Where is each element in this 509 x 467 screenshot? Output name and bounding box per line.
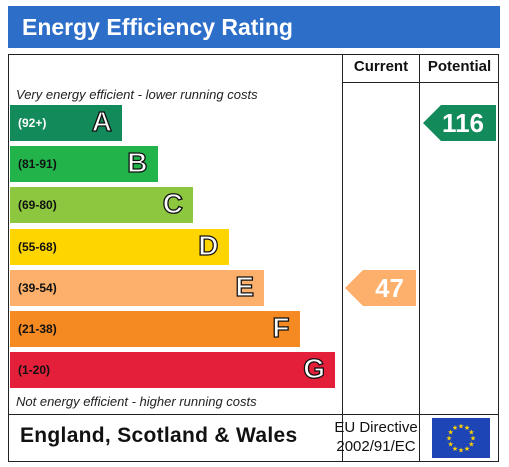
rating-band-g: (1-20) G bbox=[10, 352, 335, 389]
svg-text:★: ★ bbox=[452, 445, 458, 453]
column-header-potential: Potential bbox=[427, 58, 492, 75]
bottom-caption: Not energy efficient - higher running co… bbox=[16, 394, 257, 409]
band-range-label: (55-68) bbox=[18, 239, 57, 254]
rating-band-c: (69-80) C bbox=[10, 187, 193, 224]
svg-text:★: ★ bbox=[464, 424, 470, 432]
band-letter: F bbox=[272, 311, 290, 343]
current-rating-value: 47 bbox=[375, 272, 404, 303]
band-range-label: (21-38) bbox=[18, 322, 57, 336]
directive-line-2: 2002/91/EC bbox=[336, 438, 416, 455]
title-bar: Energy Efficiency Rating bbox=[8, 6, 500, 48]
band-range-label: (69-80) bbox=[18, 198, 57, 213]
top-caption: Very energy efficient - lower running co… bbox=[16, 87, 258, 102]
svg-text:★: ★ bbox=[468, 429, 474, 437]
svg-text:★: ★ bbox=[464, 445, 470, 453]
band-letter: E bbox=[235, 270, 255, 302]
band-letter: B bbox=[127, 147, 149, 179]
rating-frame bbox=[8, 54, 499, 462]
band-letter: A bbox=[91, 105, 113, 137]
band-range-label: (81-91) bbox=[18, 157, 57, 172]
eu-flag-icon: ★ ★ ★ ★ ★ ★ ★ ★ ★ ★ ★ ★ bbox=[432, 418, 490, 458]
svg-text:★: ★ bbox=[458, 447, 464, 455]
svg-text:★: ★ bbox=[458, 423, 464, 431]
band-letter: D bbox=[198, 229, 220, 261]
svg-text:★: ★ bbox=[447, 441, 453, 449]
svg-text:★: ★ bbox=[447, 429, 453, 437]
footer-divider bbox=[8, 414, 499, 415]
band-letter: C bbox=[162, 188, 184, 220]
directive-line-1: EU Directive bbox=[334, 419, 418, 436]
column-header-current: Current bbox=[353, 58, 409, 75]
svg-text:★: ★ bbox=[470, 435, 476, 443]
svg-text:★: ★ bbox=[446, 435, 452, 443]
current-rating-arrow: 47 bbox=[345, 269, 416, 306]
rating-band-b: (81-91) B bbox=[10, 146, 158, 183]
rating-band-f: (21-38) F bbox=[10, 311, 300, 347]
band-letter: G bbox=[303, 353, 326, 385]
rating-band-d: (55-68) D bbox=[10, 228, 229, 265]
potential-rating-arrow: 116 bbox=[423, 105, 496, 141]
header-divider bbox=[342, 82, 499, 83]
region-label: England, Scotland & Wales bbox=[20, 424, 298, 447]
divider-current bbox=[342, 54, 343, 462]
rating-band-e: (39-54) E bbox=[10, 269, 264, 306]
svg-text:★: ★ bbox=[452, 424, 458, 432]
band-range-label: (39-54) bbox=[18, 280, 57, 295]
divider-potential bbox=[419, 54, 420, 462]
potential-rating-value: 116 bbox=[442, 108, 484, 138]
rating-band-a: (92+) A bbox=[10, 105, 122, 141]
svg-text:★: ★ bbox=[468, 441, 474, 449]
chart-title: Energy Efficiency Rating bbox=[22, 14, 293, 40]
band-range-label: (92+) bbox=[18, 116, 47, 130]
band-range-label: (1-20) bbox=[18, 363, 51, 378]
